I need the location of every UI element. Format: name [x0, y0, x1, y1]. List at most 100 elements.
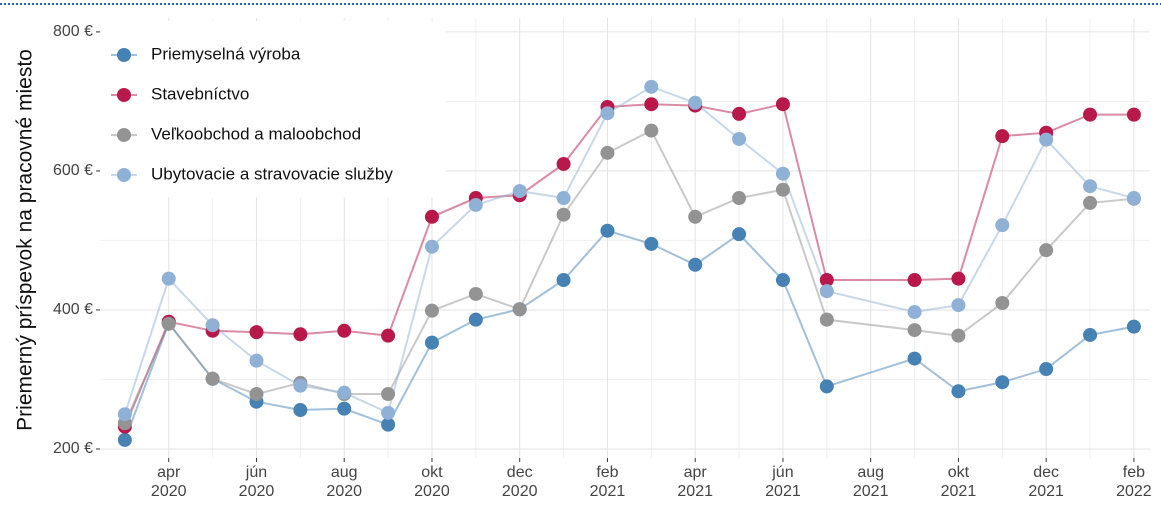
point	[732, 106, 747, 121]
x-tick-label: jún 2021	[765, 464, 801, 500]
y-axis-label: Priemerný príspevok na pracovné miesto	[14, 49, 37, 431]
point	[556, 207, 571, 222]
point	[688, 95, 703, 110]
point	[337, 323, 352, 338]
point	[381, 405, 396, 420]
point	[995, 218, 1010, 233]
legend-label: Stavebníctvo	[151, 84, 249, 103]
point	[951, 384, 966, 399]
x-tick-label: aug 2021	[852, 464, 889, 500]
point	[644, 79, 659, 94]
point	[907, 351, 922, 366]
point	[117, 407, 132, 422]
point	[293, 327, 308, 342]
point	[293, 378, 308, 393]
point	[1083, 107, 1098, 122]
y-tick-label: 600 €	[53, 162, 93, 179]
point	[556, 273, 571, 288]
legend-box	[101, 21, 446, 197]
point	[1083, 179, 1098, 194]
point	[1039, 243, 1054, 258]
legend-marker	[117, 128, 131, 142]
point	[775, 166, 790, 181]
y-tick-label: 200 €	[53, 440, 93, 457]
point	[995, 129, 1010, 144]
point	[600, 145, 615, 160]
point	[381, 417, 396, 432]
point	[644, 236, 659, 251]
point	[337, 401, 352, 416]
point	[205, 371, 220, 386]
point	[249, 325, 264, 340]
point	[249, 353, 264, 368]
legend: Priemyselná výroba Stavebníctvo Veľkoobcho…	[101, 21, 446, 197]
point	[1126, 319, 1141, 334]
point	[381, 328, 396, 343]
point	[1126, 107, 1141, 122]
point	[732, 191, 747, 206]
point	[995, 295, 1010, 310]
point	[1083, 195, 1098, 210]
point	[424, 209, 439, 224]
point	[381, 387, 396, 402]
point	[951, 271, 966, 286]
point	[468, 197, 483, 212]
legend-marker	[117, 88, 131, 102]
point	[951, 328, 966, 343]
point	[819, 312, 834, 327]
point	[775, 182, 790, 197]
point	[688, 209, 703, 224]
x-tick-label: aug 2020	[326, 464, 363, 500]
point	[117, 432, 132, 447]
point	[907, 273, 922, 288]
point	[907, 323, 922, 338]
point	[819, 284, 834, 299]
x-tick-label: dec 2021	[1028, 464, 1064, 500]
point	[951, 298, 966, 313]
x-tick-label: feb 2022	[1116, 464, 1152, 500]
x-tick-label: feb 2021	[589, 464, 626, 500]
point	[1126, 191, 1141, 206]
point	[819, 379, 834, 394]
point	[1039, 132, 1054, 147]
point	[424, 335, 439, 350]
legend-marker	[117, 168, 131, 182]
point	[907, 305, 922, 320]
point	[249, 387, 264, 402]
point	[1083, 327, 1098, 342]
point	[688, 257, 703, 272]
point	[819, 273, 834, 288]
point	[775, 273, 790, 288]
point	[161, 316, 176, 331]
point	[161, 271, 176, 286]
legend-marker	[117, 48, 131, 62]
point	[337, 385, 352, 400]
point	[644, 123, 659, 138]
point	[775, 97, 790, 112]
point	[424, 303, 439, 318]
point	[205, 318, 220, 333]
point	[732, 131, 747, 146]
x-tick-label: okt 2020	[414, 464, 450, 500]
point	[600, 106, 615, 121]
point	[293, 403, 308, 418]
point	[424, 239, 439, 254]
point	[556, 191, 571, 206]
point	[644, 97, 659, 112]
point	[556, 156, 571, 171]
legend-label: Priemyselná výroba	[151, 44, 301, 63]
x-tick-label: dec 2020	[501, 464, 538, 500]
point	[1039, 362, 1054, 377]
point	[468, 312, 483, 327]
point	[600, 223, 615, 238]
point	[468, 286, 483, 301]
x-tick-label: apr 2020	[150, 464, 187, 500]
legend-label: Ubytovacie a stravovacie služby	[151, 164, 393, 183]
x-tick-label: apr 2021	[677, 464, 713, 500]
y-tick-label: 400 €	[53, 301, 93, 318]
point	[512, 302, 527, 317]
point	[732, 227, 747, 242]
y-tick-label: 800 €	[53, 23, 93, 40]
